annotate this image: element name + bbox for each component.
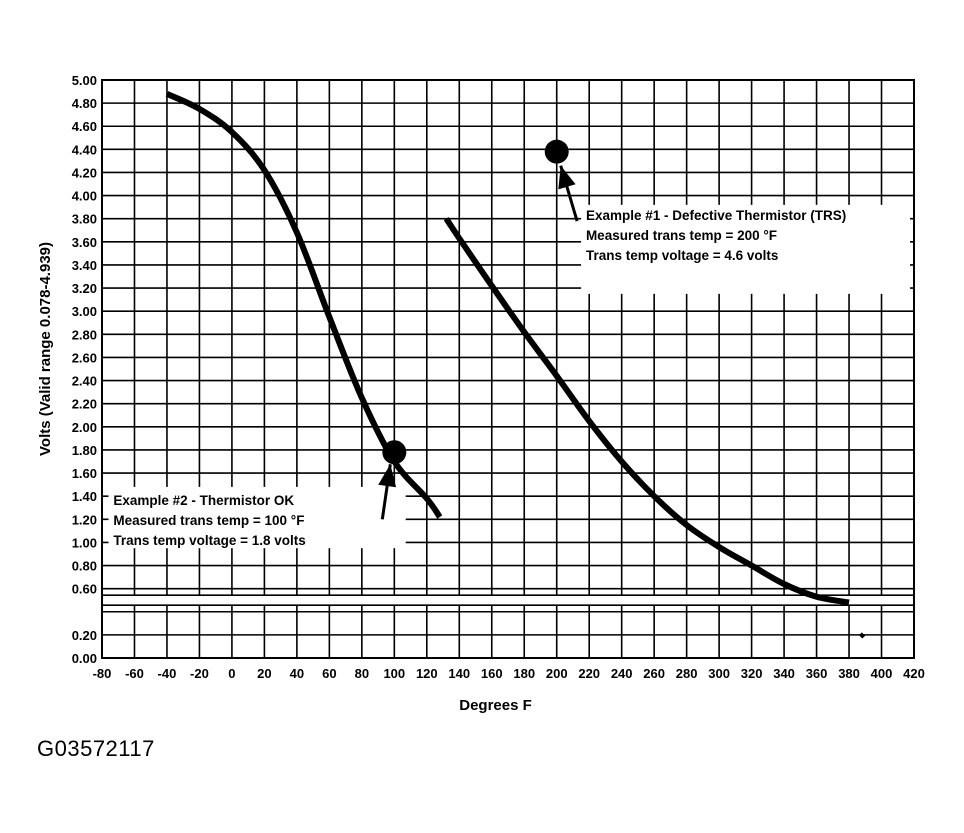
annotation-callouts: Example #1 - Defective Thermistor (TRS) M… — [108, 165, 910, 549]
series-curve-1 — [165, 91, 443, 519]
annotation-box — [108, 486, 406, 549]
annotation-line: Measured trans temp = 200 °F — [586, 228, 777, 243]
y-tick-label: 0.60 — [72, 582, 97, 597]
x-tick-label: 280 — [676, 666, 698, 681]
axis-break-band — [103, 595, 913, 606]
annotation-arrowhead — [558, 165, 576, 190]
x-tick-label: -60 — [125, 666, 144, 681]
y-tick-label: 4.00 — [72, 189, 97, 204]
x-axis-label: Degrees F — [459, 697, 532, 714]
y-tick-label: 1.40 — [72, 489, 97, 504]
x-tick-label: -80 — [93, 666, 112, 681]
annotation-arrowhead — [378, 464, 397, 488]
y-tick-label: 3.80 — [72, 212, 97, 227]
annotation-line: Example #2 - Thermistor OK — [113, 493, 294, 508]
grid-lines — [101, 79, 915, 659]
y-tick-labels: 0.00 0.20 0.60 0.80 1.00 1.20 1.40 1.60 1.80 2.00… — [72, 73, 97, 666]
y-tick-label: 1.00 — [72, 535, 97, 550]
x-tick-label: 20 — [257, 666, 271, 681]
x-tick-label: 220 — [578, 666, 600, 681]
x-tick-label: 60 — [322, 666, 336, 681]
y-tick-label: 1.60 — [72, 466, 97, 481]
y-tick-label: 1.20 — [72, 512, 97, 527]
y-tick-label: 5.00 — [72, 73, 97, 88]
series-curve-3 — [858, 632, 866, 639]
figure-id: G03572117 — [37, 736, 155, 761]
highlight-point — [382, 440, 407, 465]
highlight-point — [544, 139, 569, 164]
y-tick-label: 0.20 — [72, 628, 97, 643]
x-tick-label: 160 — [481, 666, 503, 681]
y-tick-label: 0.00 — [72, 651, 97, 666]
x-tick-label: 240 — [611, 666, 633, 681]
highlight-points — [382, 139, 569, 465]
annotation-line: Measured trans temp = 100 °F — [113, 513, 304, 528]
x-tick-label: 300 — [708, 666, 730, 681]
y-axis-label: Volts (Valid range 0.078-4.939) — [37, 242, 54, 456]
x-tick-label: 360 — [806, 666, 828, 681]
y-tick-label: 4.80 — [72, 96, 97, 111]
x-tick-label: 80 — [355, 666, 369, 681]
annotation-box — [581, 204, 910, 294]
x-tick-label: 200 — [546, 666, 568, 681]
y-tick-label: 3.40 — [72, 258, 97, 273]
x-tick-label: 100 — [383, 666, 405, 681]
x-tick-label: 40 — [290, 666, 304, 681]
y-tick-label: 4.20 — [72, 165, 97, 180]
x-tick-label: 320 — [741, 666, 763, 681]
annotation-line: Trans temp voltage = 4.6 volts — [586, 248, 778, 263]
y-tick-label: 3.00 — [72, 304, 97, 319]
annotation-line: Example #1 - Defective Thermistor (TRS) — [586, 208, 846, 223]
x-tick-label: 180 — [513, 666, 535, 681]
y-tick-label: 4.40 — [72, 142, 97, 157]
y-tick-label: 4.60 — [72, 119, 97, 134]
y-tick-label: 1.80 — [72, 443, 97, 458]
series-lines — [165, 91, 866, 639]
y-tick-label: 0.80 — [72, 559, 97, 574]
x-tick-label: -20 — [190, 666, 209, 681]
x-tick-label: 340 — [773, 666, 795, 681]
x-tick-label: 0 — [228, 666, 235, 681]
y-tick-label: 2.80 — [72, 327, 97, 342]
series-curve-2 — [443, 217, 850, 606]
y-tick-label: 2.20 — [72, 397, 97, 412]
plot-border — [101, 79, 915, 659]
y-tick-label: 2.60 — [72, 350, 97, 365]
y-tick-label: 2.40 — [72, 374, 97, 389]
x-tick-labels: -80 -60 -40 -20 0 20 40 60 80 100 120 140 160 180 200 2… — [93, 666, 925, 681]
y-tick-label: 3.60 — [72, 235, 97, 250]
y-tick-label: 2.00 — [72, 420, 97, 435]
x-tick-label: 400 — [871, 666, 893, 681]
x-tick-label: 420 — [903, 666, 925, 681]
x-tick-label: 260 — [643, 666, 665, 681]
annotation-line: Trans temp voltage = 1.8 volts — [113, 533, 305, 548]
x-tick-label: 380 — [838, 666, 860, 681]
x-tick-label: -40 — [158, 666, 177, 681]
x-tick-label: 120 — [416, 666, 438, 681]
y-tick-label: 3.20 — [72, 281, 97, 296]
x-tick-label: 140 — [448, 666, 470, 681]
